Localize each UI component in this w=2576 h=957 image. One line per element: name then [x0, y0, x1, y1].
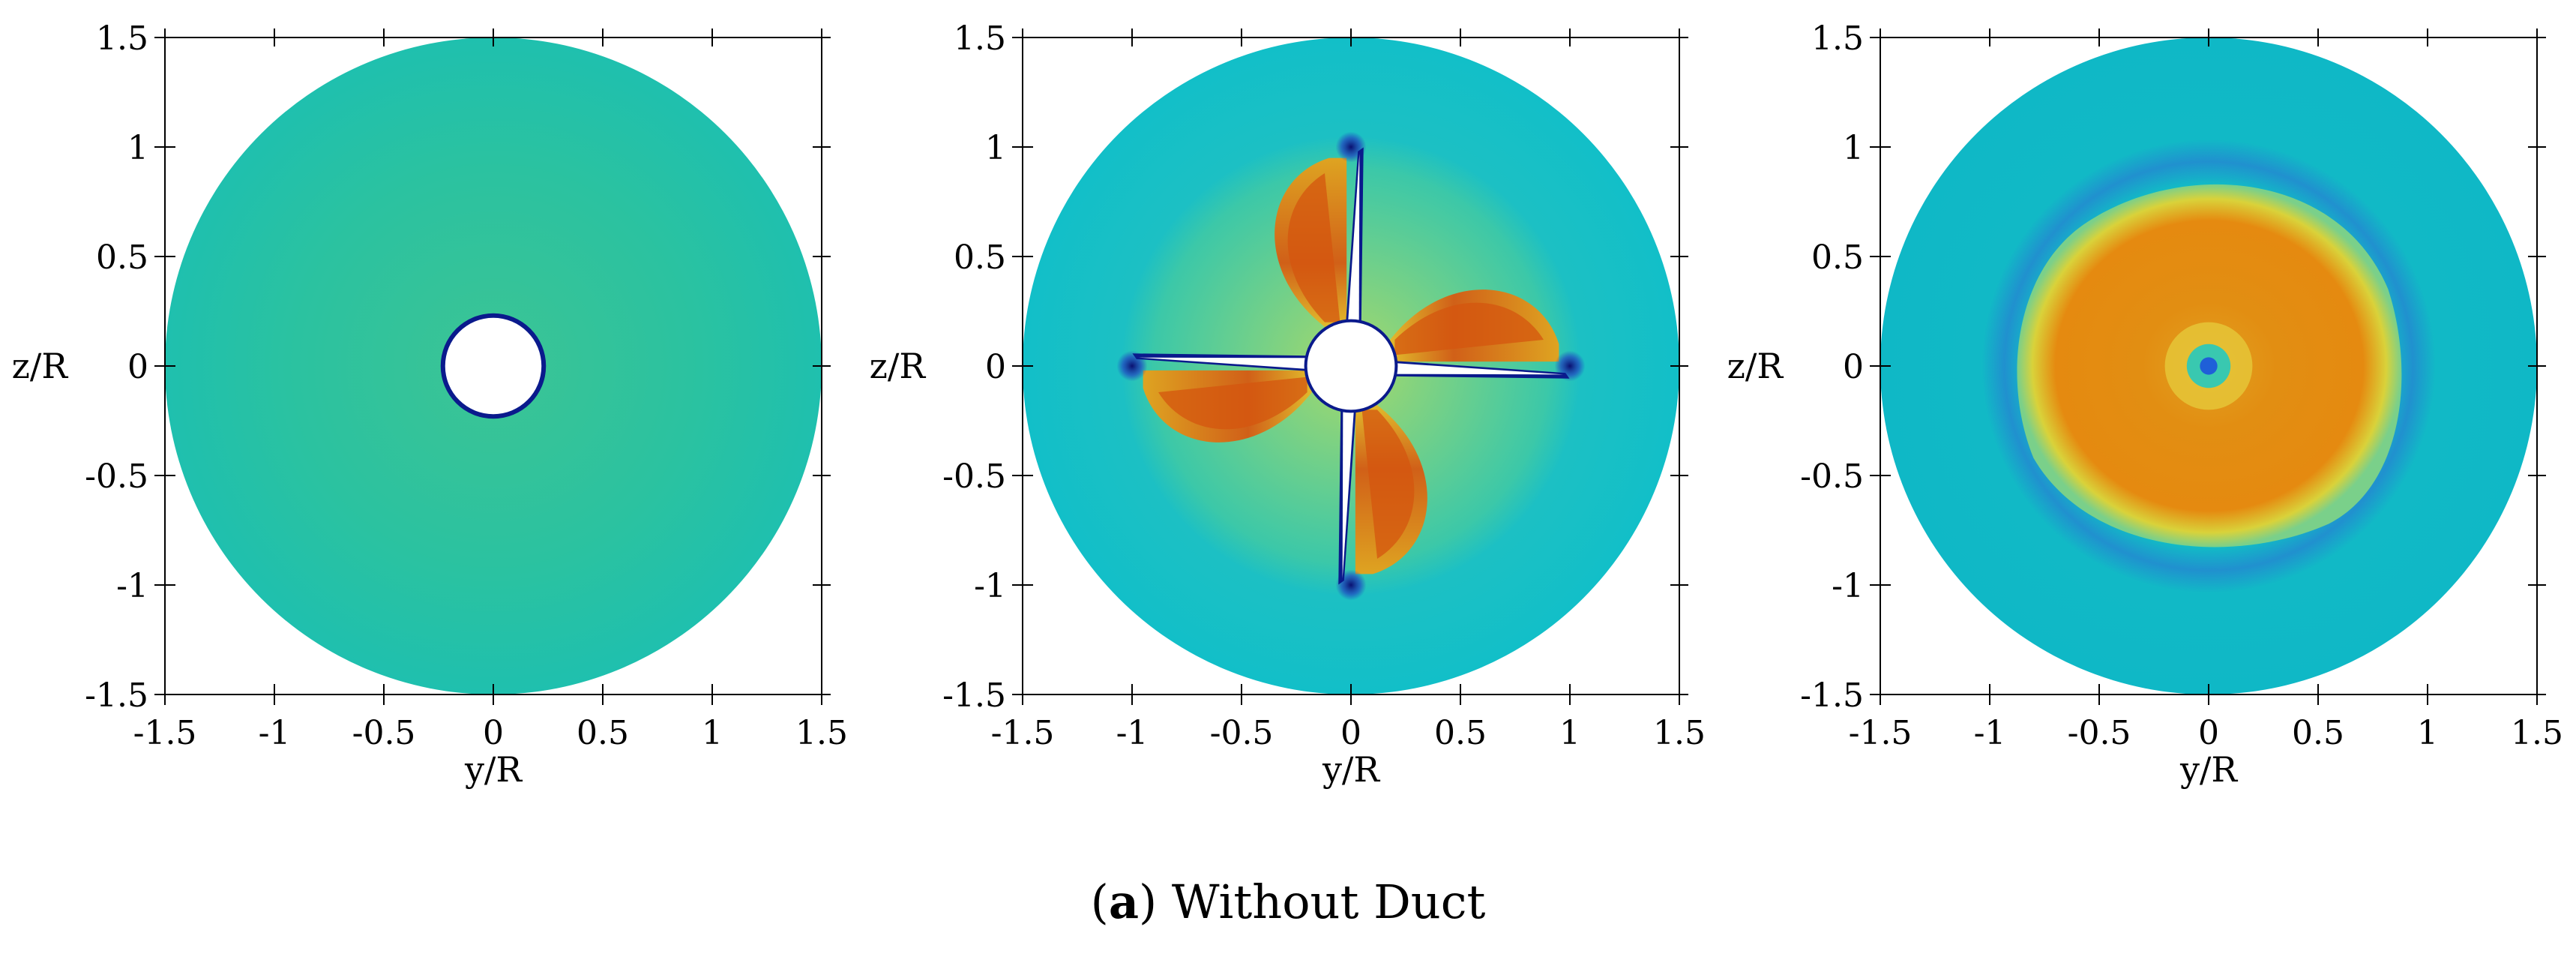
y-tick-label: -0.5	[85, 458, 148, 496]
x-tick-label: 1	[702, 714, 723, 752]
x-tick-label: 0	[2198, 714, 2219, 752]
y-tick-label: 1.5	[954, 20, 1006, 58]
hub	[1307, 322, 1395, 410]
y-tick-label: 0	[127, 348, 148, 386]
blade-wake	[1275, 131, 1367, 334]
y-tick-label: 0.5	[954, 238, 1006, 277]
y-tick-label: 1	[127, 129, 148, 167]
x-tick-label: -1	[1116, 714, 1149, 752]
y-tick-label: 0	[1843, 348, 1864, 386]
y-axis-label: z/R	[12, 346, 69, 386]
x-tick-label: 1.5	[2511, 714, 2563, 752]
x-tick-label: 1.5	[1653, 714, 1706, 752]
blade-wake	[1116, 350, 1319, 442]
blade	[1376, 359, 1570, 379]
x-tick-label: -0.5	[2068, 714, 2131, 752]
y-tick-label: 0.5	[96, 238, 148, 277]
panel-right: -1.5 -1 -0.5 0 0.5 1 1.5 1.5 1 0.5 0 -0.5 -1 -1.5 y/R z…	[1727, 20, 2563, 790]
wake-core	[1361, 410, 1415, 559]
x-tick-label: 0	[483, 714, 504, 752]
wake-core	[1287, 173, 1340, 322]
x-tick-label: -1.5	[1849, 714, 1913, 752]
panels: -1.5 -1 -0.5 0 0.5 1 1.5 1.5 1 0.5 0 -0.5 -1 -1.5 y/R z…	[12, 20, 2563, 790]
contour-field	[165, 38, 822, 694]
y-tick-label: -1.5	[942, 676, 1006, 715]
y-tick-label: 1.5	[96, 20, 148, 58]
figure-caption: (a) Without Duct	[1090, 874, 1486, 929]
contour-field	[1880, 38, 2537, 694]
caption-text: Without Duct	[1171, 874, 1486, 929]
y-axis-label: z/R	[870, 346, 927, 386]
hub	[445, 317, 542, 415]
panel-left: -1.5 -1 -0.5 0 0.5 1 1.5 1.5 1 0.5 0 -0.5 -1 -1.5 y/R z…	[12, 20, 848, 790]
y-tick-label: -1	[974, 567, 1006, 605]
blade-body	[1376, 362, 1564, 375]
x-axis-label: y/R	[1322, 749, 1380, 790]
y-tick-label: -1	[116, 567, 148, 605]
y-tick-label: 1.5	[1811, 20, 1864, 58]
x-tick-label: -0.5	[352, 714, 416, 752]
x-tick-label: -1	[259, 714, 291, 752]
x-tick-label: 0.5	[1434, 714, 1487, 752]
x-tick-label: 1	[2417, 714, 2438, 752]
x-tick-label: 0.5	[2292, 714, 2344, 752]
y-axis-label: z/R	[1727, 346, 1784, 386]
blade-body	[1342, 392, 1355, 579]
blade	[1344, 147, 1364, 340]
x-tick-label: -0.5	[1210, 714, 1274, 752]
y-tick-label: 0.5	[1811, 238, 1864, 277]
y-tick-label: 1	[985, 129, 1006, 167]
y-tick-label: -0.5	[1800, 458, 1864, 496]
y-tick-label: -1	[1832, 567, 1864, 605]
blade-body	[1346, 153, 1360, 340]
blade	[1132, 353, 1325, 373]
blade-body	[1138, 357, 1325, 370]
blade-wake	[1335, 398, 1427, 601]
contour-field	[1023, 38, 1679, 694]
x-tick-label: 1	[1559, 714, 1580, 752]
panel-middle: -1.5 -1 -0.5 0 0.5 1 1.5 1.5 1 0.5 0 -0.5 -1 -1.5 y/R z…	[870, 20, 1706, 790]
x-tick-label: 0.5	[577, 714, 629, 752]
x-tick-label: 1.5	[795, 714, 848, 752]
x-tick-label: 0	[1340, 714, 1361, 752]
vortex-core	[2200, 357, 2218, 375]
wake-core	[1394, 302, 1544, 356]
x-tick-label: -1.5	[133, 714, 197, 752]
y-tick-label: -0.5	[942, 458, 1006, 496]
y-tick-label: 1	[1843, 129, 1864, 167]
blade	[1338, 392, 1358, 585]
x-axis-label: y/R	[464, 749, 523, 790]
y-tick-label: -1.5	[85, 676, 148, 715]
y-tick-label: -1.5	[1800, 676, 1864, 715]
x-axis-label: y/R	[2179, 749, 2238, 790]
x-tick-label: -1.5	[991, 714, 1055, 752]
wake-core	[1158, 376, 1307, 430]
caption-label: a	[1108, 874, 1139, 929]
y-tick-label: 0	[985, 348, 1006, 386]
x-tick-label: -1	[1974, 714, 2006, 752]
